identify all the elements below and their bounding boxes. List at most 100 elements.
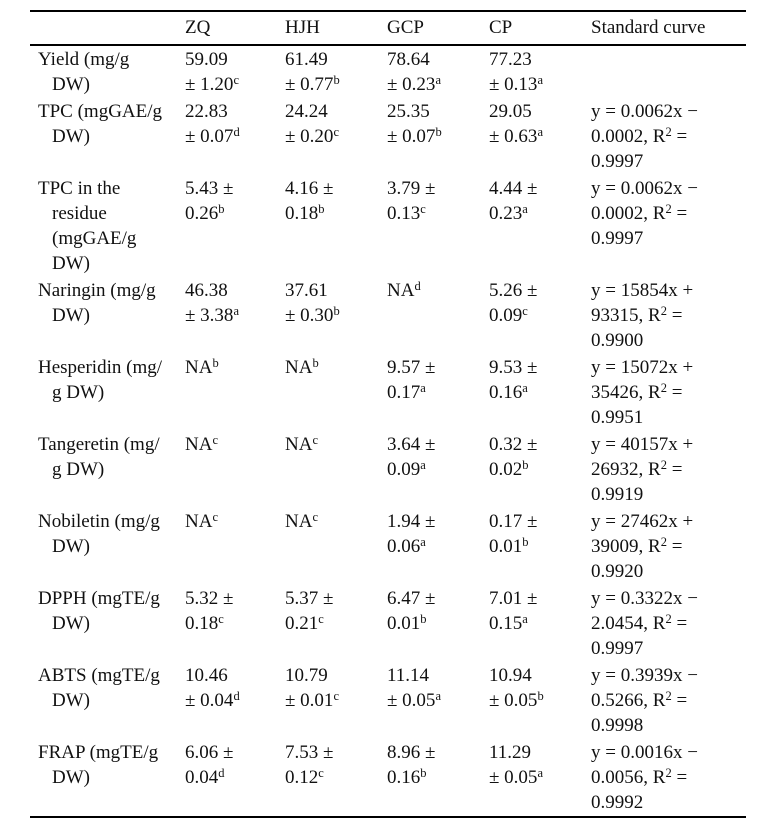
cell-line: 0.06a: [387, 535, 426, 557]
cell-line: 5.37 ±: [285, 588, 334, 609]
cell-line: 0.01b: [489, 535, 529, 557]
table-header: ZQ HJH GCP CP Standard curve: [30, 11, 746, 46]
cell-line: NAc: [185, 433, 219, 455]
cell-line: 0.0002, R2 =: [591, 202, 688, 224]
significance-superscript: c: [333, 689, 339, 704]
column-header-standard-curve: Standard curve: [591, 11, 746, 46]
table-row-naringin: Naringin (mg/g DW) 46.38 ± 3.38a 37.61 ± 0.30…: [30, 277, 746, 354]
cell-frap-hjh: 7.53 ± 0.12c: [285, 739, 387, 817]
cell-tpc-standard-curve: y = 0.0062x − 0.0002, R2 = 0.9997: [591, 98, 746, 175]
cell-line: DPPH (mgTE/g: [38, 588, 160, 609]
significance-superscript: a: [420, 381, 426, 396]
cell-line: ± 0.63a: [489, 125, 543, 147]
cell-line: TPC in the: [38, 178, 121, 199]
cell-yield-hjh: 61.49 ± 0.77b: [285, 45, 387, 98]
cell-line: 29.05: [489, 101, 532, 122]
cell-line: ± 0.30b: [285, 304, 340, 326]
cell-line: 0.17 ±: [489, 511, 538, 532]
cell-tpc-cp: 29.05 ± 0.63a: [489, 98, 591, 175]
cell-frap-gcp: 8.96 ± 0.16b: [387, 739, 489, 817]
cell-frap-standard-curve: y = 0.0016x − 0.0056, R2 = 0.9992: [591, 739, 746, 817]
cell-line: DW): [52, 613, 90, 634]
cell-line: 0.02b: [489, 458, 529, 480]
cell-line: 0.9992: [591, 792, 644, 813]
significance-superscript: a: [537, 73, 543, 88]
cell-line: ± 0.07b: [387, 125, 442, 147]
cell-line: FRAP (mgTE/g: [38, 742, 159, 763]
cell-line: NAc: [285, 510, 319, 532]
cell-line: 0.16a: [489, 381, 528, 403]
cell-line: 59.09: [185, 49, 228, 70]
cell-line: y = 0.3939x −: [591, 665, 698, 686]
significance-superscript: d: [233, 689, 240, 704]
cell-yield-cp: 77.23 ± 0.13a: [489, 45, 591, 98]
significance-superscript: b: [435, 125, 442, 140]
cell-line: DW): [52, 767, 90, 788]
significance-superscript: 2: [665, 202, 672, 217]
table-row-yield: Yield (mg/g DW) 59.09 ± 1.20c 61.49 ± 0.77b 78…: [30, 45, 746, 98]
table-row-tpc: TPC (mgGAE/g DW) 22.83 ± 0.07d 24.24 ± 0.20c 2…: [30, 98, 746, 175]
cell-line: 7.01 ±: [489, 588, 538, 609]
cell-line: 39009, R2 =: [591, 535, 683, 557]
cell-line: 0.9951: [591, 407, 644, 428]
row-label-yield: Yield (mg/g DW): [30, 45, 185, 98]
column-header-hjh: HJH: [285, 11, 387, 46]
cell-line: NAb: [285, 356, 319, 378]
cell-line: y = 15854x +: [591, 280, 694, 301]
row-label-hesperidin: Hesperidin (mg/g DW): [30, 354, 185, 431]
cell-tangeretin-standard-curve: y = 40157x + 26932, R2 = 0.9919: [591, 431, 746, 508]
cell-line: ± 0.77b: [285, 73, 340, 95]
cell-abts-zq: 10.46 ± 0.04d: [185, 662, 285, 739]
cell-line: 0.9997: [591, 151, 644, 172]
cell-line: ± 0.01c: [285, 689, 339, 711]
cell-line: 9.57 ±: [387, 357, 436, 378]
column-header-zq: ZQ: [185, 11, 285, 46]
table-body: Yield (mg/g DW) 59.09 ± 1.20c 61.49 ± 0.77b 78…: [30, 45, 746, 817]
significance-superscript: d: [414, 279, 421, 294]
cell-line: 5.43 ±: [185, 178, 234, 199]
cell-line: 0.09c: [489, 304, 528, 326]
cell-dpph-standard-curve: y = 0.3322x − 2.0454, R2 = 0.9997: [591, 585, 746, 662]
cell-line: 0.9920: [591, 561, 644, 582]
cell-line: 0.15a: [489, 612, 528, 634]
significance-superscript: a: [522, 381, 528, 396]
cell-line: 22.83: [185, 101, 228, 122]
cell-line: 0.23a: [489, 202, 528, 224]
cell-line: 0.9919: [591, 484, 644, 505]
cell-line: 4.44 ±: [489, 178, 538, 199]
significance-superscript: c: [318, 766, 324, 781]
row-label-dpph: DPPH (mgTE/g DW): [30, 585, 185, 662]
cell-line: ± 0.13a: [489, 73, 543, 95]
cell-tpc-hjh: 24.24 ± 0.20c: [285, 98, 387, 175]
table-row-tangeretin: Tangeretin (mg/g DW) NAc NAc 3.64 ±0.09a 0.3…: [30, 431, 746, 508]
table-row-frap: FRAP (mgTE/g DW) 6.06 ± 0.04d 7.53 ± 0.12c 8.9…: [30, 739, 746, 817]
cell-line: 0.9900: [591, 330, 644, 351]
cell-line: DW): [52, 253, 90, 274]
cell-line: 10.46: [185, 665, 228, 686]
cell-line: 61.49: [285, 49, 328, 70]
cell-tangeretin-gcp: 3.64 ± 0.09a: [387, 431, 489, 508]
significance-superscript: c: [318, 612, 324, 627]
cell-line: 0.12c: [285, 766, 324, 788]
cell-line: 25.35: [387, 101, 430, 122]
cell-dpph-zq: 5.32 ± 0.18c: [185, 585, 285, 662]
cell-dpph-cp: 7.01 ± 0.15a: [489, 585, 591, 662]
cell-line: 78.64: [387, 49, 430, 70]
table-row-hesperidin: Hesperidin (mg/g DW) NAb NAb 9.57 ±0.17a 9.5…: [30, 354, 746, 431]
significance-superscript: b: [333, 73, 340, 88]
significance-superscript: b: [420, 612, 427, 627]
cell-line: NAd: [387, 279, 421, 301]
significance-superscript: c: [212, 433, 219, 448]
significance-superscript: c: [212, 510, 219, 525]
cell-line: 9.53 ±: [489, 357, 538, 378]
cell-line: 11.14: [387, 665, 430, 686]
cell-line: 4.16 ±: [285, 178, 334, 199]
cell-line: ± 0.07d: [185, 125, 240, 147]
cell-line: TPC (mgGAE/g: [38, 101, 163, 122]
cell-line: y = 15072x +: [591, 357, 694, 378]
cell-line: 0.01b: [387, 612, 427, 634]
cell-line: 93315, R2 =: [591, 304, 683, 326]
significance-superscript: c: [312, 433, 319, 448]
cell-line: 0.9998: [591, 715, 644, 736]
significance-superscript: a: [537, 766, 543, 781]
